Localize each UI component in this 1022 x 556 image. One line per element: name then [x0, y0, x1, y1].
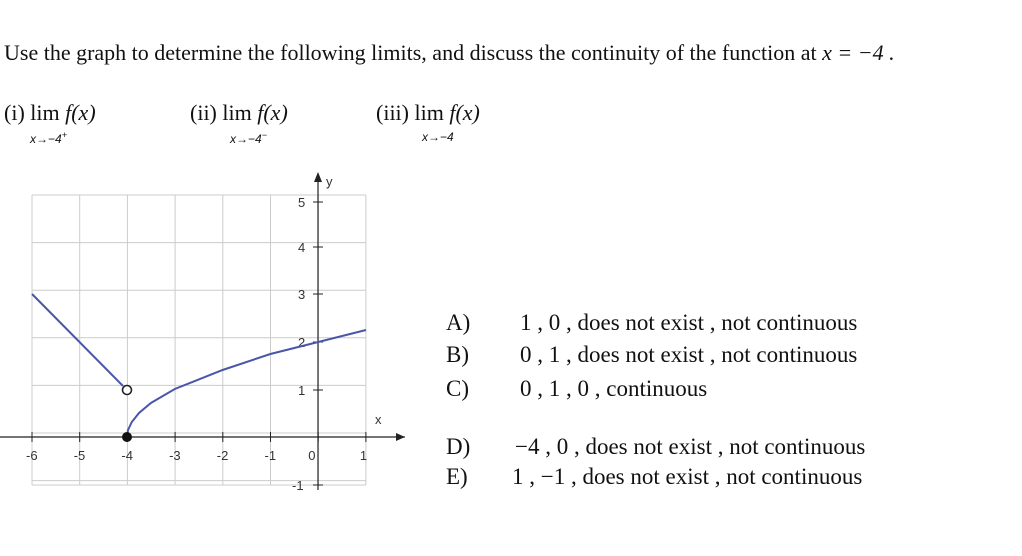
x-tick-label: -4: [121, 448, 133, 463]
y-tick-label: 4: [298, 240, 305, 255]
choice-text: 1 , −1 , does not exist , not continuous: [512, 464, 863, 489]
lim: lim: [30, 100, 60, 125]
graph: y x -6 -5 -4 -3 -2 -1 0 1 5 4 3 2 1 -1: [0, 172, 405, 493]
part-label: (iii): [376, 100, 409, 125]
y-axis-label: y: [326, 174, 333, 189]
sup-text: −: [261, 130, 267, 140]
x-tick-label: -2: [217, 448, 229, 463]
y-tick-label: -1: [292, 478, 304, 493]
limit-part: (i) lim f(x) x→−4+: [4, 100, 96, 146]
choice-text: 0 , 1 , 0 , continuous: [520, 376, 708, 401]
x-tick-label: -3: [169, 448, 181, 463]
lim-sub: x→−4+: [30, 130, 67, 146]
lim-sub: x→−4−: [230, 130, 267, 146]
question-text: Use the graph to determine the following…: [4, 40, 817, 65]
closed-point: [122, 432, 132, 442]
choice-text: −4 , 0 , does not exist , not continuous: [515, 434, 866, 459]
choice-text: 0 , 1 , does not exist , not continuous: [520, 342, 858, 367]
lim-sub: x→−4: [422, 130, 454, 144]
lim: lim: [222, 100, 252, 125]
sub-text: x→−4: [230, 132, 262, 146]
function: f(x): [65, 100, 96, 125]
x-tick-label: -6: [26, 448, 38, 463]
y-tick-label: 3: [298, 287, 305, 302]
question-math: x = −4 .: [822, 40, 895, 65]
right-branch: [126, 329, 367, 438]
x-tick-label: -5: [74, 448, 86, 463]
limit-part: (ii) lim f(x) x→−4−: [190, 100, 288, 146]
lim: lim: [414, 100, 444, 125]
sub-text: x→−4: [422, 130, 454, 144]
question: Use the graph to determine the following…: [4, 40, 895, 66]
y-tick-label: 2: [298, 335, 305, 350]
sub-text: x→−4: [30, 132, 62, 146]
choice-letter: A): [446, 310, 471, 335]
y-tick-label: 5: [298, 195, 305, 210]
x-arrow: [396, 433, 405, 441]
choice-letter: E): [446, 464, 468, 489]
y-arrow: [314, 172, 322, 182]
part-label: (ii): [190, 100, 217, 125]
function: f(x): [449, 100, 480, 125]
choice-letter: D): [446, 434, 471, 459]
open-point: [121, 384, 133, 396]
function: f(x): [257, 100, 288, 125]
choice-letter: C): [446, 376, 469, 401]
x-tick-label: 1: [360, 448, 367, 463]
choice-text: 1 , 0 , does not exist , not continuous: [520, 310, 858, 335]
part-label: (i): [4, 100, 25, 125]
x-tick-label: 0: [308, 448, 315, 463]
choice-letter: B): [446, 342, 469, 367]
x-axis-label: x: [375, 412, 382, 427]
y-tick-label: 1: [298, 383, 305, 398]
x-tick-label: -1: [265, 448, 277, 463]
left-branch: [31, 293, 124, 387]
sup-text: +: [61, 130, 67, 140]
limit-part: (iii) lim f(x) x→−4: [376, 100, 480, 144]
